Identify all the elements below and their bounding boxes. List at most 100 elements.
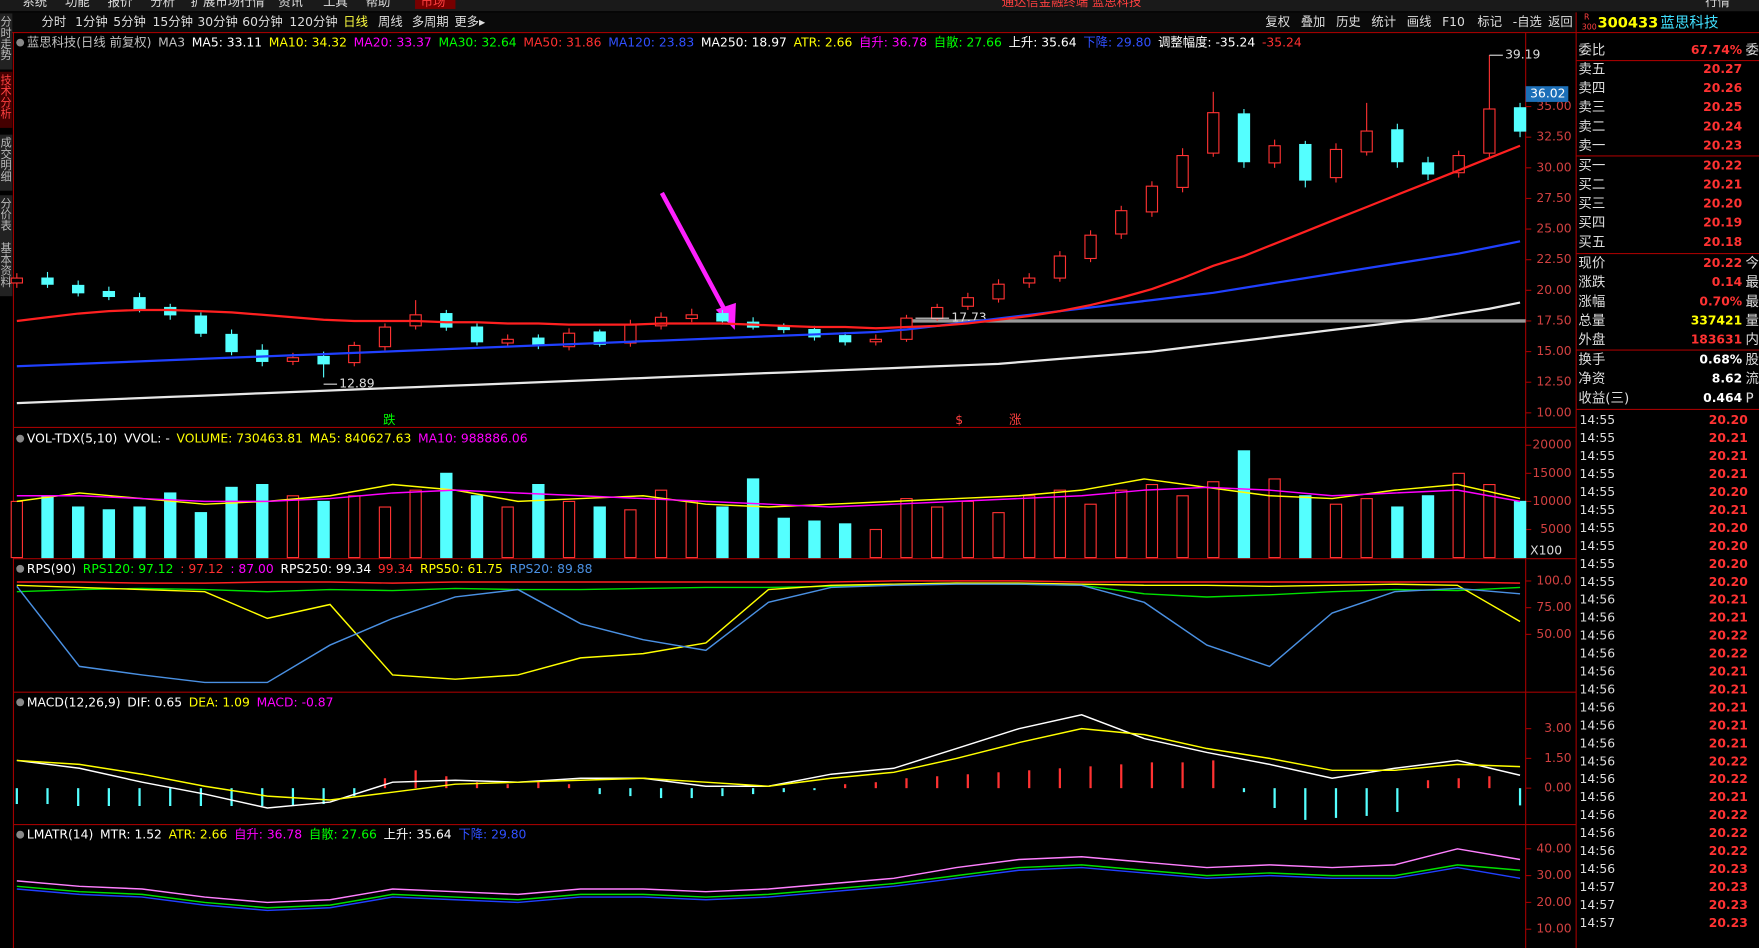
quote-tail: 最 bbox=[1746, 294, 1759, 310]
volume-bar bbox=[1329, 503, 1343, 559]
tool-button[interactable]: 画线 bbox=[1407, 15, 1432, 29]
trade-time: 14:56 bbox=[1580, 611, 1616, 625]
trade-time: 14:55 bbox=[1580, 557, 1616, 571]
period-tab[interactable]: 60分钟 bbox=[242, 14, 282, 29]
volume-bar bbox=[593, 506, 606, 559]
quote-tail: 内 bbox=[1746, 332, 1759, 348]
quote-label: 现价 bbox=[1578, 257, 1605, 272]
volume-bar bbox=[562, 500, 576, 559]
badge: R bbox=[1584, 12, 1590, 21]
period-tab[interactable]: 多周期 bbox=[412, 15, 449, 29]
candle-body bbox=[1421, 162, 1435, 175]
volume-bar bbox=[133, 506, 146, 559]
candle-body bbox=[624, 324, 637, 344]
side-tab[interactable]: 基本资料 bbox=[0, 242, 12, 288]
volume-bar bbox=[102, 509, 116, 559]
side-tab-bg bbox=[0, 13, 13, 70]
trade-time: 14:57 bbox=[1580, 880, 1616, 894]
header-item: : 97.12 bbox=[180, 561, 223, 575]
period-tab[interactable]: 更多▸ bbox=[454, 15, 486, 29]
trade-price: 20.21 bbox=[1709, 431, 1748, 445]
volume-bar bbox=[746, 478, 760, 559]
tool-button[interactable]: 返回 bbox=[1548, 15, 1573, 29]
menu-item[interactable]: 报价 bbox=[108, 0, 133, 9]
period-tab[interactable]: 周线 bbox=[378, 15, 403, 29]
menu-item[interactable]: 资讯 bbox=[278, 0, 303, 9]
candle-body bbox=[1237, 113, 1251, 163]
candle-body bbox=[1145, 185, 1159, 213]
volume-bar bbox=[869, 528, 882, 559]
quote-label: 买三 bbox=[1578, 196, 1605, 212]
side-tab[interactable]: 分价表 bbox=[0, 197, 12, 231]
signal: 跌 bbox=[383, 412, 395, 427]
volume-bar bbox=[348, 495, 361, 559]
trade-time: 14:56 bbox=[1580, 826, 1616, 840]
quote-label: 买一 bbox=[1578, 158, 1605, 174]
quote-value: 0.70% bbox=[1699, 294, 1742, 308]
trade-time: 14:55 bbox=[1580, 485, 1616, 499]
quote-label: 收益(三) bbox=[1578, 390, 1629, 406]
volume-bar bbox=[225, 486, 238, 559]
indicator-line bbox=[16, 582, 1521, 598]
trade-price: 20.21 bbox=[1709, 790, 1748, 804]
tool-button[interactable]: 复权 bbox=[1265, 15, 1290, 29]
menu-item[interactable]: 扩展市场行情 bbox=[191, 0, 265, 9]
volume-bar bbox=[470, 495, 484, 559]
trade-time: 14:56 bbox=[1580, 718, 1616, 732]
trade-time: 14:56 bbox=[1580, 772, 1616, 786]
tool-button[interactable]: 标记 bbox=[1477, 15, 1502, 29]
window-title: 通达信金融终端 蓝思科技 bbox=[1002, 0, 1142, 9]
period-tab[interactable]: 30分钟 bbox=[197, 14, 237, 29]
quote-tail: 今 bbox=[1746, 256, 1759, 272]
menu-item[interactable]: 功能 bbox=[65, 0, 90, 9]
menu-market-box bbox=[415, 0, 456, 9]
trade-time: 14:55 bbox=[1580, 413, 1616, 427]
volume-bar bbox=[286, 495, 300, 559]
volume-bar bbox=[1084, 503, 1097, 559]
side-tab[interactable]: 分时走势 bbox=[0, 16, 12, 61]
quote-label: 委比 bbox=[1578, 42, 1605, 58]
trade-time: 14:57 bbox=[1580, 916, 1616, 930]
tool-button[interactable]: F10 bbox=[1442, 15, 1465, 29]
period-tab[interactable]: 分时 bbox=[42, 15, 67, 29]
menu-item[interactable]: 帮助 bbox=[366, 0, 391, 9]
side-tab[interactable]: 成交明细 bbox=[0, 137, 12, 182]
candle-body bbox=[1084, 234, 1097, 260]
side-tab[interactable]: 技术分析 bbox=[0, 74, 12, 120]
tool-button[interactable]: 叠加 bbox=[1301, 15, 1326, 29]
header-item: MA3 bbox=[158, 35, 185, 49]
menu-item[interactable]: 系统 bbox=[22, 0, 47, 9]
quote-value: 8.62 bbox=[1712, 372, 1742, 386]
trade-price: 20.21 bbox=[1709, 700, 1748, 714]
trade-time: 14:55 bbox=[1580, 503, 1616, 517]
quote-label: 买四 bbox=[1578, 215, 1605, 231]
header-item: -35.24 bbox=[1262, 35, 1302, 49]
y-tick-label: 10000 bbox=[1532, 494, 1571, 508]
y-tick-label: 17.50 bbox=[1536, 313, 1571, 327]
header-item: : 87.00 bbox=[230, 561, 274, 575]
period-tab[interactable]: 日线 bbox=[343, 15, 368, 29]
menu-item[interactable]: 工具 bbox=[323, 0, 348, 9]
header-item: RPS120: 97.12 bbox=[83, 561, 174, 575]
tool-button[interactable]: 统计 bbox=[1371, 15, 1396, 29]
period-tab[interactable]: 1分钟 bbox=[75, 14, 107, 29]
trade-price: 20.21 bbox=[1709, 682, 1748, 696]
quote-value: 20.20 bbox=[1703, 197, 1742, 211]
volume-bar bbox=[1513, 500, 1527, 559]
header-item: MA30: 32.64 bbox=[439, 35, 517, 49]
volume-bar bbox=[440, 472, 453, 559]
menu-item[interactable]: 分析 bbox=[150, 0, 175, 9]
quote-dividers bbox=[1576, 60, 1759, 411]
period-tab[interactable]: 15分钟 bbox=[153, 14, 193, 29]
volume-bar bbox=[1053, 489, 1067, 559]
volume-bar bbox=[1421, 495, 1435, 559]
volume-bar bbox=[1023, 495, 1036, 559]
volume-bar bbox=[194, 512, 208, 559]
menu-market: 市场 bbox=[421, 0, 446, 9]
period-tab[interactable]: 5分钟 bbox=[113, 14, 145, 29]
tool-button[interactable]: 历史 bbox=[1336, 15, 1361, 29]
trade-price: 20.20 bbox=[1709, 413, 1748, 427]
period-tab[interactable]: 120分钟 bbox=[289, 14, 337, 29]
tool-button[interactable]: -自选 bbox=[1513, 15, 1542, 29]
